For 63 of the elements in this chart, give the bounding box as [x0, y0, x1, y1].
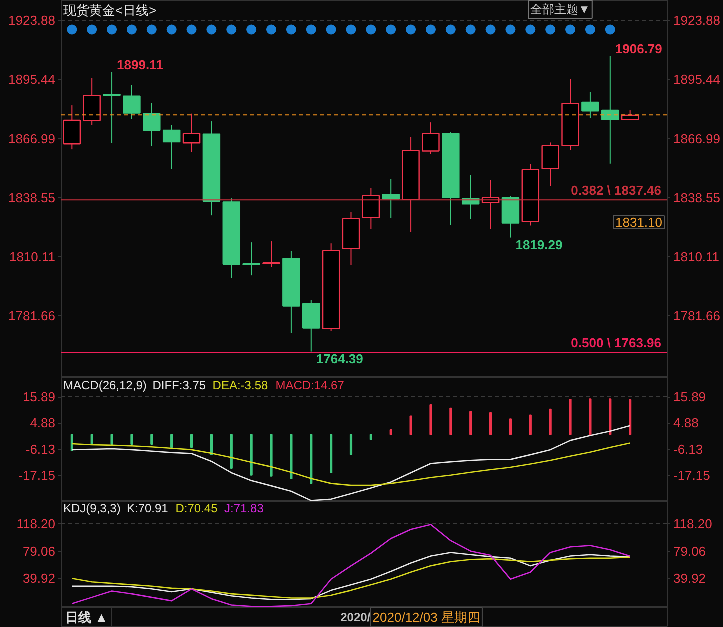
candlestick [143, 102, 161, 147]
y-tick-label: 118.20 [16, 516, 56, 532]
y-tick-label: 79.06 [22, 544, 56, 559]
y-tick-label: 1781.66 [8, 308, 56, 324]
candlestick [602, 56, 620, 164]
y2-tick-label: -17.15 [674, 468, 710, 483]
y-tick-label: 4.88 [30, 416, 56, 431]
y-tick-label: 1810.11 [9, 249, 56, 264]
y2-tick-label: 1923.88 [674, 13, 720, 28]
text: 2020/ [340, 610, 372, 624]
annotation: 1819.29 [516, 237, 563, 252]
y2-tick-label: 1895.44 [674, 72, 720, 88]
text: 2020/12/03 星期四 [372, 610, 480, 625]
candlestick [542, 142, 560, 187]
annotation: 1764.39 [316, 351, 364, 366]
candlestick [262, 241, 280, 268]
y2-tick-label: 4.88 [674, 416, 699, 431]
y-tick-label: -17.15 [18, 468, 56, 483]
candlestick [182, 113, 201, 153]
y-tick-label: 1923.88 [8, 13, 56, 28]
ref-line-label: 0.500 \ 1763.96 [571, 336, 662, 351]
text: 日线 ▲ [66, 610, 108, 625]
y-tick-label: 1838.55 [8, 190, 56, 206]
line-series [72, 524, 631, 607]
candlestick [582, 92, 600, 119]
y2-tick-label: 118.20 [674, 516, 712, 532]
text: K:70.91 [126, 502, 169, 516]
text: DEA:-3.58 [212, 378, 268, 392]
y2-tick-label: 1838.55 [674, 190, 720, 206]
candlestick [103, 72, 121, 144]
annotation: 1906.79 [615, 42, 662, 57]
y2-tick-label: 1781.66 [674, 308, 720, 324]
y-tick-label: 1895.44 [8, 72, 56, 88]
y2-tick-label: 1810.11 [674, 249, 720, 264]
text: DIFF:3.75 [152, 378, 206, 392]
y2-tick-label: 15.89 [674, 390, 706, 405]
line-series [72, 425, 631, 501]
annotation: 1831.10 [616, 215, 663, 230]
candlestick [123, 84, 141, 120]
line-series [72, 442, 631, 486]
text: D:70.45 [176, 502, 218, 516]
text: MACD:14.67 [276, 378, 345, 392]
y2-tick-label: 1866.99 [674, 131, 720, 146]
y2-tick-label: 79.06 [674, 544, 706, 559]
chart-title: MACD(26,12,9) [64, 378, 147, 392]
y-tick-label: 1866.99 [8, 131, 56, 146]
y2-tick-label: -6.13 [674, 442, 704, 457]
y-tick-label: 39.92 [22, 571, 56, 586]
text: J:71.83 [224, 502, 264, 516]
y-tick-label: 15.89 [22, 390, 56, 405]
candlestick [382, 178, 400, 219]
candlestick [242, 242, 260, 276]
candlestick [162, 124, 181, 170]
y2-tick-label: 39.92 [674, 571, 706, 586]
annotation: 全部主题▼ [530, 2, 590, 16]
candlestick [422, 122, 440, 155]
annotation: 1899.11 [117, 58, 164, 73]
y-tick-label: -6.13 [26, 442, 56, 457]
chart-title: 现货黄金<日线> [64, 3, 157, 18]
candlestick [621, 110, 640, 120]
ref-line-label: 0.382 \ 1837.46 [571, 183, 662, 198]
chart-title: KDJ(9,3,3) [64, 502, 121, 516]
candlestick [362, 188, 380, 230]
